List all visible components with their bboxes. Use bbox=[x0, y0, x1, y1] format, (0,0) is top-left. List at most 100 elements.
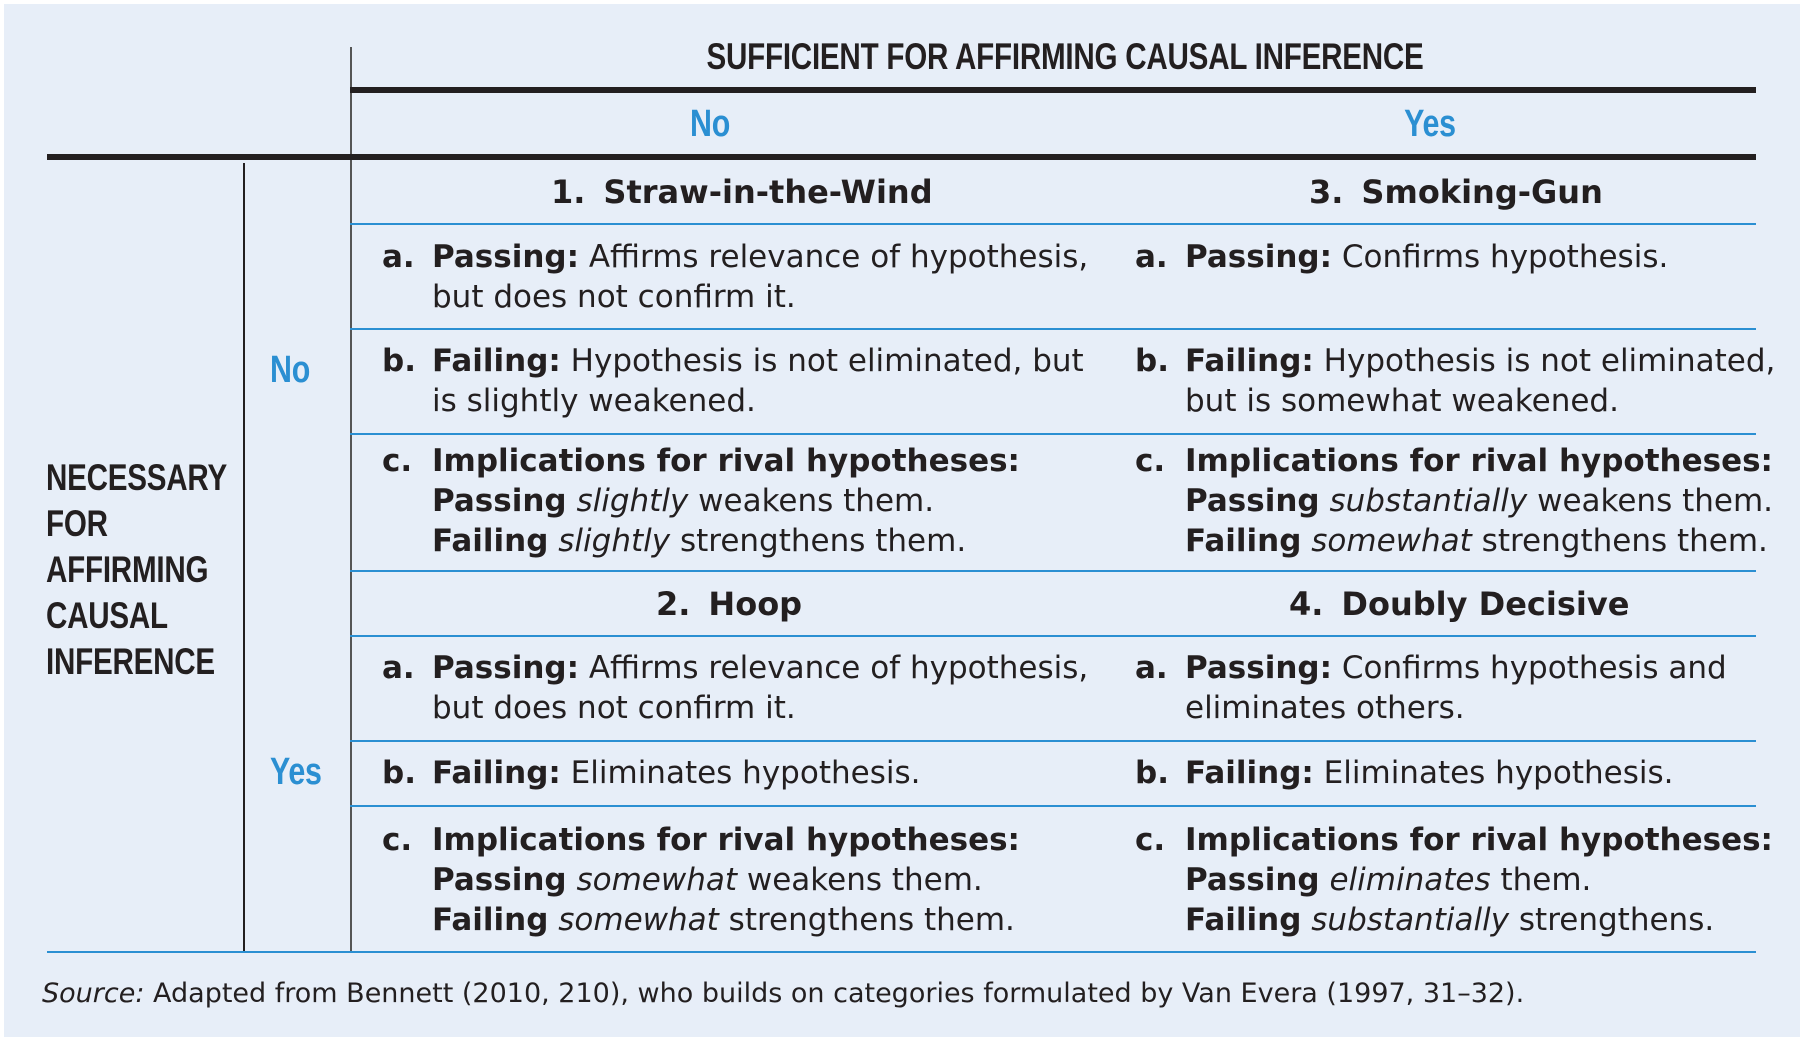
item-letter: b. bbox=[382, 755, 416, 791]
item-label: Failing: bbox=[432, 755, 561, 791]
item-heading: Implications for rival hypotheses: bbox=[1185, 822, 1773, 858]
column-header-no: No bbox=[689, 103, 731, 145]
source-text: Adapted from Bennett (2010, 210), who bu… bbox=[144, 978, 1525, 1009]
necessary-line: AFFIRMING bbox=[46, 549, 209, 590]
item-letter: c. bbox=[382, 822, 413, 858]
failing-adverb: substantially bbox=[1311, 902, 1510, 938]
passing-label: Passing bbox=[432, 483, 567, 519]
table-panel bbox=[4, 4, 1800, 1037]
item-label: Failing: bbox=[1185, 343, 1314, 379]
item-letter: b. bbox=[1135, 343, 1169, 379]
passing-label: Passing bbox=[1185, 483, 1320, 519]
failing-adverb: somewhat bbox=[1311, 523, 1472, 559]
table-bottom-rule bbox=[47, 951, 1756, 953]
source-label: Source: bbox=[42, 978, 145, 1009]
passing-label: Passing bbox=[432, 862, 567, 898]
item-text: Confirms hypothesis. bbox=[1332, 239, 1669, 275]
test-number: 1. bbox=[551, 173, 586, 211]
header-vertical-divider bbox=[350, 47, 352, 953]
passing-text: weakens them. bbox=[1527, 483, 1774, 519]
item-heading: Implications for rival hypotheses: bbox=[432, 822, 1020, 858]
item-text: but does not confirm it. bbox=[432, 279, 796, 315]
divider bbox=[350, 328, 1756, 330]
item-label: Passing: bbox=[1185, 650, 1332, 686]
divider bbox=[350, 635, 1756, 637]
test-number: 4. bbox=[1289, 585, 1324, 623]
test-title-doubly-decisive: 4. Doubly Decisive bbox=[1289, 585, 1629, 623]
failing-label: Failing bbox=[1185, 902, 1302, 938]
divider bbox=[350, 570, 1756, 572]
item-label: Passing: bbox=[1185, 239, 1332, 275]
failing-text: strengthens them. bbox=[670, 523, 967, 559]
passing-text: weakens them. bbox=[737, 862, 983, 898]
item-label: Passing: bbox=[432, 650, 579, 686]
divider bbox=[350, 805, 1756, 807]
test-name: Smoking-Gun bbox=[1361, 173, 1603, 211]
item-letter: c. bbox=[382, 443, 413, 479]
test-number: 3. bbox=[1309, 173, 1344, 211]
test-title-straw-in-the-wind: 1. Straw-in-the-Wind bbox=[551, 173, 933, 211]
column-header-yes: Yes bbox=[1404, 103, 1456, 145]
passing-text: them. bbox=[1490, 862, 1592, 898]
header-bottom-rule bbox=[47, 154, 1756, 160]
item-text: Affirms relevance of hypothesis, bbox=[579, 650, 1089, 686]
failing-text: strengthens them. bbox=[1471, 523, 1768, 559]
item-label: Passing: bbox=[432, 239, 579, 275]
failing-text: strengthens. bbox=[1509, 902, 1715, 938]
necessary-title: NECESSARY FOR AFFIRMING CAUSAL INFERENCE bbox=[46, 455, 227, 685]
row-label-vertical-divider bbox=[243, 163, 245, 953]
item-label: Failing: bbox=[432, 343, 561, 379]
test-number: 2. bbox=[656, 585, 691, 623]
passing-label: Passing bbox=[1185, 862, 1320, 898]
item-text: Confirms hypothesis and bbox=[1332, 650, 1727, 686]
passing-adverb: somewhat bbox=[576, 862, 738, 898]
sufficient-title: SUFFICIENT FOR AFFIRMING CAUSAL INFERENC… bbox=[706, 36, 1424, 77]
item-letter: a. bbox=[382, 239, 415, 275]
test-name: Doubly Decisive bbox=[1341, 585, 1630, 623]
failing-adverb: somewhat bbox=[558, 902, 719, 938]
item-label: Failing: bbox=[1185, 755, 1314, 791]
item-letter: b. bbox=[382, 343, 416, 379]
source-note: Source: Adapted from Bennett (2010, 210)… bbox=[42, 978, 1524, 1009]
item-letter: a. bbox=[1135, 239, 1168, 275]
passing-adverb: slightly bbox=[576, 483, 689, 519]
passing-text: weakens them. bbox=[688, 483, 935, 519]
item-text: Eliminates hypothesis. bbox=[560, 755, 921, 791]
necessary-line: NECESSARY bbox=[46, 457, 227, 498]
failing-label: Failing bbox=[432, 902, 549, 938]
failing-text: strengthens them. bbox=[718, 902, 1015, 938]
item-letter: a. bbox=[1135, 650, 1168, 686]
item-text: Hypothesis is not eliminated, bbox=[1313, 343, 1776, 379]
item-text: Eliminates hypothesis. bbox=[1313, 755, 1674, 791]
item-heading: Implications for rival hypotheses: bbox=[432, 443, 1020, 479]
header-top-rule bbox=[350, 87, 1756, 93]
item-text: Affirms relevance of hypothesis, bbox=[579, 239, 1089, 275]
item-letter: a. bbox=[382, 650, 415, 686]
item-heading: Implications for rival hypotheses: bbox=[1185, 443, 1773, 479]
necessary-line: CAUSAL bbox=[46, 595, 168, 636]
failing-label: Failing bbox=[432, 523, 549, 559]
row-header-yes: Yes bbox=[270, 751, 322, 793]
divider bbox=[350, 433, 1756, 435]
item-text: is slightly weakened. bbox=[432, 383, 756, 419]
test-name: Straw-in-the-Wind bbox=[603, 173, 933, 211]
item-text: but does not confirm it. bbox=[432, 690, 796, 726]
passing-adverb: substantially bbox=[1329, 483, 1528, 519]
necessary-line: FOR bbox=[46, 503, 108, 544]
failing-adverb: slightly bbox=[558, 523, 671, 559]
item-text: Hypothesis is not eliminated, but bbox=[560, 343, 1084, 379]
item-text: but is somewhat weakened. bbox=[1185, 383, 1619, 419]
test-title-smoking-gun: 3. Smoking-Gun bbox=[1309, 173, 1603, 211]
item-letter: b. bbox=[1135, 755, 1169, 791]
item-letter: c. bbox=[1135, 443, 1166, 479]
divider bbox=[350, 740, 1756, 742]
item-text: eliminates others. bbox=[1185, 690, 1465, 726]
test-name: Hoop bbox=[708, 585, 803, 623]
failing-label: Failing bbox=[1185, 523, 1302, 559]
divider bbox=[350, 223, 1756, 225]
passing-adverb: eliminates bbox=[1329, 862, 1491, 898]
item-letter: c. bbox=[1135, 822, 1166, 858]
necessary-line: INFERENCE bbox=[46, 641, 215, 682]
row-header-no: No bbox=[270, 349, 311, 391]
test-title-hoop: 2. Hoop bbox=[656, 585, 802, 623]
